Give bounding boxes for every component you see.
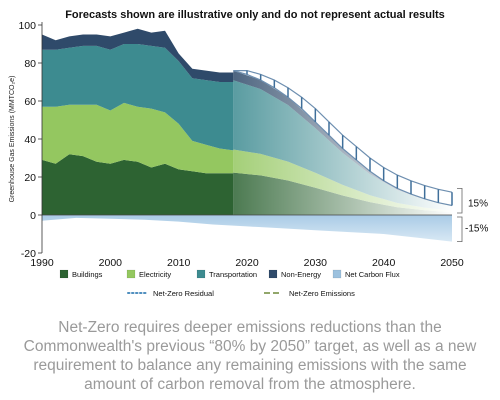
electricity-area <box>42 102 234 174</box>
y-tick-label: 20 <box>24 172 36 184</box>
chart-title: Forecasts shown are illustrative only an… <box>65 9 445 21</box>
legend-label-non-energy: Non-Energy <box>281 270 321 279</box>
legend-swatch-net-carbon-flux <box>332 269 342 279</box>
legend-label-buildings: Buildings <box>72 270 103 279</box>
x-tick-label: 2010 <box>167 257 191 269</box>
legend-label-net-zero-emissions: Net-Zero Emissions <box>289 289 355 298</box>
legend-label-electricity: Electricity <box>139 270 171 279</box>
transportation-area <box>42 44 234 151</box>
upper-bracket <box>457 188 463 214</box>
annotation-lower: -15% <box>465 223 488 234</box>
y-tick-label: 0 <box>30 210 36 222</box>
x-tick-label: 2030 <box>304 257 328 269</box>
projection-fade-overlay <box>233 25 454 215</box>
legend-swatch-electricity <box>126 269 136 279</box>
y-tick-label: 80 <box>24 58 36 70</box>
x-tick-label: 2020 <box>235 257 259 269</box>
legend-swatch-non-energy <box>268 269 278 279</box>
annotation-upper: 15% <box>468 199 488 210</box>
lower-bracket <box>457 216 463 242</box>
legend-swatch-transportation <box>196 269 206 279</box>
x-tick-label: 2050 <box>440 257 464 269</box>
legend-label-transportation: Transportation <box>209 270 257 279</box>
legend-label-net-zero-residual: Net-Zero Residual <box>153 289 214 298</box>
x-tick-label: 2000 <box>99 257 123 269</box>
caption: Net-Zero requires deeper emissions reduc… <box>23 319 477 393</box>
x-tick-label: 1990 <box>30 257 54 269</box>
non-energy-area <box>42 28 234 82</box>
x-tick-label: 2040 <box>372 257 396 269</box>
y-tick-label: 100 <box>18 20 36 32</box>
y-tick-label: -20 <box>21 248 36 260</box>
y-tick-label: 40 <box>24 134 36 146</box>
y-tick-label: 60 <box>24 96 36 108</box>
legend: Buildings Electricity Transportation Non-En… <box>59 269 400 298</box>
net-carbon-flux-area <box>42 215 452 242</box>
y-axis-label: Greenhouse Gas Emissions (MMTCO₂e) <box>9 76 16 203</box>
legend-label-net-carbon-flux: Net Carbon Flux <box>345 270 400 279</box>
buildings-area <box>42 154 234 215</box>
legend-swatch-buildings <box>59 269 69 279</box>
